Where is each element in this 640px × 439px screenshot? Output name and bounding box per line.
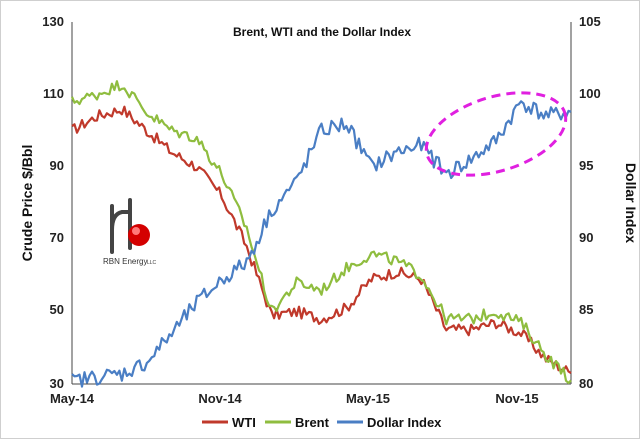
right-tick-label: 90: [579, 230, 593, 245]
legend-label-brent: Brent: [295, 415, 330, 430]
series-line-dollar-index: [71, 100, 572, 388]
legend-label-wti: WTI: [232, 415, 256, 430]
x-tick-label: Nov-14: [198, 391, 242, 406]
series-line-wti: [71, 105, 572, 375]
rbn-logo: RBN Energy LLC: [103, 198, 157, 266]
series-line-brent: [70, 80, 572, 385]
right-tick-label: 80: [579, 376, 593, 391]
left-tick-label: 70: [50, 230, 64, 245]
legend: WTI Brent Dollar Index: [202, 415, 442, 430]
logo-text: RBN Energy: [103, 257, 147, 266]
x-axis-ticks: May-14 Nov-14 May-15 Nov-15: [50, 391, 539, 406]
left-tick-label: 30: [50, 376, 64, 391]
right-tick-label: 100: [579, 86, 601, 101]
chart-title: Brent, WTI and the Dollar Index: [233, 25, 411, 39]
legend-label-dollar-index: Dollar Index: [367, 415, 442, 430]
logo-ball-highlight: [132, 227, 140, 235]
highlight-ellipse: [424, 91, 568, 177]
left-axis-ticks: 130 110 90 70 50 30: [42, 14, 64, 391]
left-tick-label: 90: [50, 158, 64, 173]
x-tick-label: May-14: [50, 391, 95, 406]
left-axis-title: Crude Price $/Bbl: [19, 145, 35, 262]
logo-r-glyph: [110, 204, 130, 254]
x-tick-label: Nov-15: [495, 391, 538, 406]
x-tick-label: May-15: [346, 391, 390, 406]
series-layer: [70, 80, 572, 388]
left-tick-label: 50: [50, 302, 64, 317]
right-tick-label: 95: [579, 158, 593, 173]
right-axis-ticks: 105 100 95 90 85 80: [579, 14, 601, 391]
logo-suffix: LLC: [147, 260, 157, 266]
right-tick-label: 85: [579, 302, 593, 317]
logo-red-ball: [128, 224, 150, 246]
right-tick-label: 105: [579, 14, 601, 29]
left-tick-label: 130: [42, 14, 64, 29]
right-axis-title: Dollar Index: [623, 163, 639, 243]
left-tick-label: 110: [43, 86, 64, 101]
